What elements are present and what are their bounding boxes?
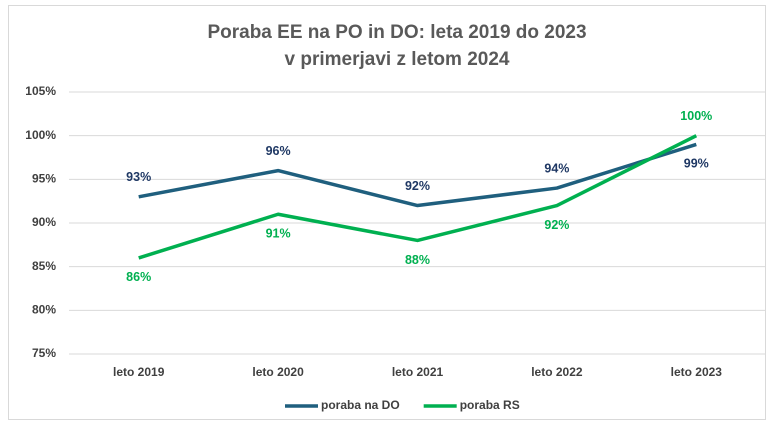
data-label: 96% [266,144,291,158]
data-label: 99% [684,157,709,171]
data-label: 88% [405,253,430,267]
y-tick-label: 80% [32,303,56,317]
y-tick-label: 75% [32,346,56,360]
series-line [138,134,698,260]
y-tick-label: 95% [32,172,56,186]
x-tick-label: leto 2022 [531,365,583,379]
data-label: 100% [680,109,712,123]
x-tick-label: leto 2023 [671,365,723,379]
x-tick-label: leto 2019 [113,365,165,379]
y-tick-label: 105% [25,84,56,98]
series-line [138,142,697,208]
data-label: 86% [126,270,151,284]
legend-label: poraba na DO [321,398,400,412]
x-tick-label: leto 2020 [252,365,304,379]
chart-frame [8,5,766,420]
legend-label: poraba RS [460,398,520,412]
y-tick-label: 100% [25,128,56,142]
chart-title: v primerjavi z letom 2024 [285,49,510,70]
y-tick-label: 90% [32,215,56,229]
data-label: 92% [544,218,569,232]
data-label: 94% [544,161,569,175]
chart-title: Poraba EE na PO in DO: leta 2019 do 2023 [207,22,586,43]
data-label: 92% [405,179,430,193]
data-label: 93% [126,170,151,184]
data-label: 91% [266,227,291,241]
y-tick-label: 85% [32,259,56,273]
x-tick-label: leto 2021 [392,365,444,379]
